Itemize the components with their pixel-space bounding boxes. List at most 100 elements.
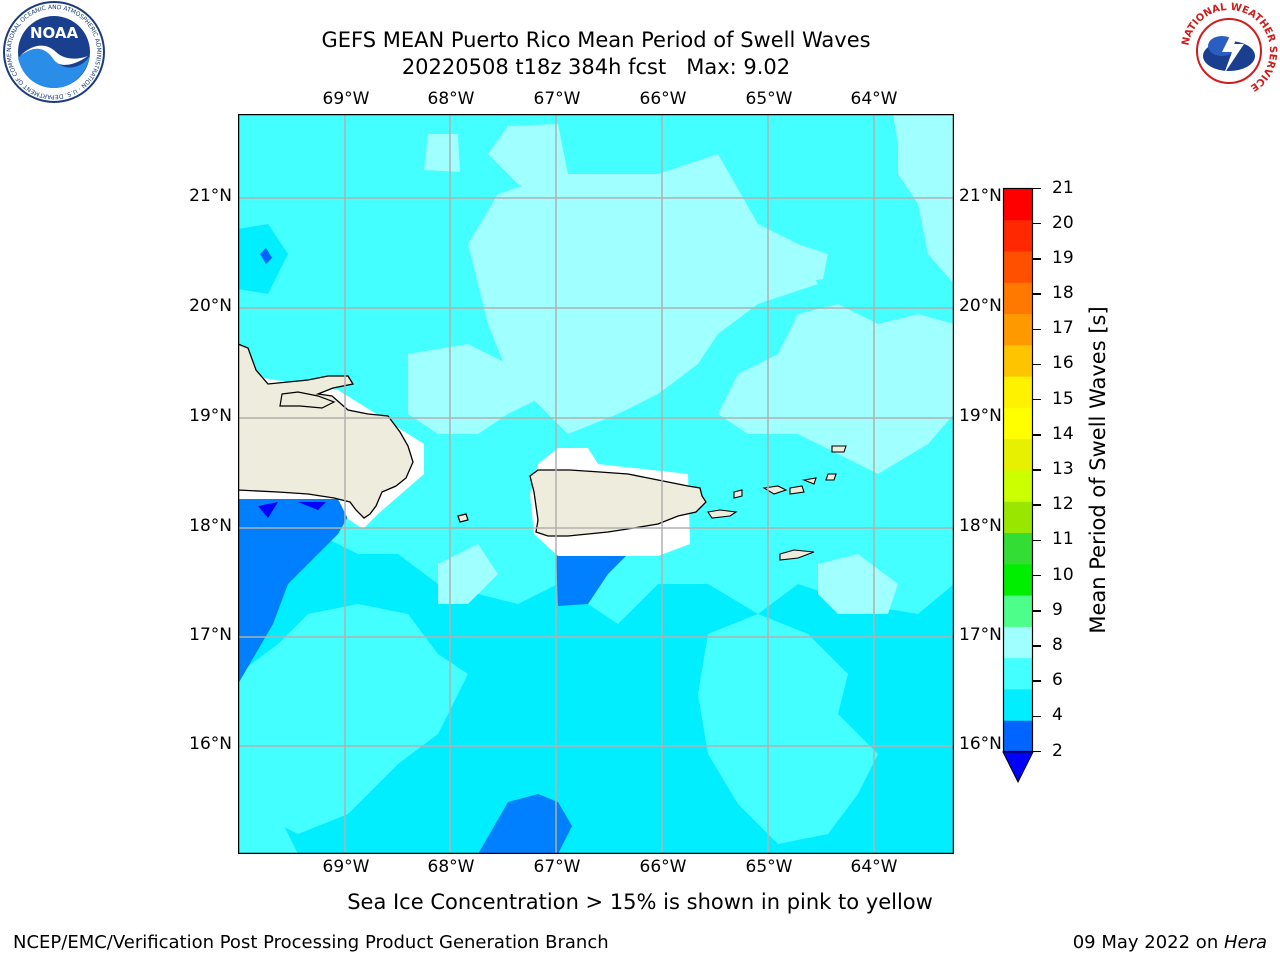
- colorbar-tick-label: 19: [1052, 247, 1074, 268]
- land-mona-island: [457, 513, 469, 523]
- lat-label-right: 16°N: [959, 734, 1002, 754]
- colorbar-tick-mark: [1033, 610, 1041, 612]
- colorbar-segment: [1003, 532, 1033, 565]
- colorbar-tick-label: 6: [1052, 670, 1063, 691]
- lat-label-left: 17°N: [189, 625, 232, 645]
- lat-label-left: 18°N: [189, 516, 232, 536]
- map-title-line2: 20220508 t18z 384h fcst Max: 9.02: [401, 55, 791, 79]
- colorbar-segment: [1003, 688, 1033, 721]
- colorbar-tick-label: 10: [1052, 564, 1074, 585]
- colorbar-tick-mark: [1033, 680, 1041, 682]
- nws-logo: NATIONAL WEATHER SERVICE: [1178, 0, 1280, 102]
- colorbar-segment: [1003, 438, 1033, 471]
- colorbar-segment: [1003, 219, 1033, 252]
- lon-label-bottom: 67°W: [533, 857, 581, 877]
- colorbar-tick-label: 21: [1052, 177, 1074, 198]
- ocean-dark-spot-2: [258, 502, 278, 518]
- colorbar-segment: [1003, 595, 1033, 627]
- map-gridlines: [238, 114, 954, 854]
- colorbar-tick-mark: [1033, 187, 1041, 190]
- colorbar-tick-label: 4: [1052, 705, 1063, 726]
- colorbar-segment: [1003, 251, 1033, 283]
- lon-label-bottom: 64°W: [850, 857, 898, 877]
- land-vieques: [707, 509, 738, 519]
- colorbar-tick-label: 11: [1052, 529, 1074, 550]
- colorbar-tick-mark: [1033, 645, 1041, 647]
- colorbar-tick-mark: [1033, 469, 1041, 471]
- noaa-logo: NATIONAL OCEANIC AND ATMOSPHERIC ADMINIS…: [0, 0, 106, 104]
- colorbar-segment: [1003, 657, 1033, 690]
- colorbar-tick-label: 15: [1052, 388, 1074, 409]
- lon-label-top: 67°W: [533, 89, 581, 109]
- colorbar-tick-label: 14: [1052, 423, 1074, 444]
- colorbar-segment: [1003, 470, 1033, 502]
- colorbar-segment: [1003, 313, 1033, 346]
- lon-label-bottom: 66°W: [639, 857, 687, 877]
- colorbar-tick-mark: [1033, 328, 1041, 330]
- colorbar-tick-mark: [1033, 715, 1041, 718]
- colorbar-segment: [1003, 720, 1033, 752]
- ocean-2-4-regions: [238, 499, 628, 854]
- svg-text:NOAA: NOAA: [30, 24, 79, 42]
- lon-label-top: 64°W: [850, 89, 898, 109]
- lat-label-right: 19°N: [959, 406, 1002, 426]
- colorbar: [1002, 187, 1034, 784]
- colorbar-tick-label: 20: [1052, 212, 1074, 233]
- ocean-dark-spot: [260, 248, 272, 264]
- lat-label-left: 19°N: [189, 406, 232, 426]
- lat-label-left: 20°N: [189, 296, 232, 316]
- lat-label-left: 21°N: [189, 186, 232, 206]
- colorbar-tick-label: 16: [1052, 353, 1074, 374]
- ocean-dark-spot-3: [298, 502, 326, 510]
- colorbar-segment: [1003, 626, 1033, 659]
- colorbar-tick-label: 9: [1052, 599, 1063, 620]
- colorbar-tick-mark: [1033, 574, 1041, 577]
- ocean-6-8-south-west: [238, 604, 468, 834]
- date-footer: 09 May 2022 on Hera: [1073, 932, 1267, 953]
- colorbar-tick-mark: [1033, 258, 1041, 260]
- lat-label-right: 18°N: [959, 516, 1002, 536]
- sea-ice-note: Sea Ice Concentration > 15% is shown in …: [347, 890, 933, 914]
- colorbar-segment: [1003, 563, 1033, 596]
- colorbar-segment: [1003, 501, 1033, 534]
- colorbar-tick-label: 12: [1052, 494, 1074, 515]
- colorbar-tick-mark: [1033, 504, 1041, 506]
- colorbar-tick-label: 17: [1052, 318, 1074, 339]
- lon-label-bottom: 69°W: [322, 857, 370, 877]
- map-title-line1: GEFS MEAN Puerto Rico Mean Period of Swe…: [321, 28, 871, 52]
- lon-label-bottom: 65°W: [745, 857, 793, 877]
- colorbar-tick-mark: [1033, 293, 1041, 295]
- colorbar-tick-label: 13: [1052, 459, 1074, 479]
- land-hispaniola: [238, 343, 414, 519]
- lon-label-bottom: 68°W: [427, 857, 475, 877]
- lat-label-right: 21°N: [959, 186, 1002, 206]
- ocean-6-8-southwest-edge: [238, 754, 298, 854]
- lat-label-left: 16°N: [189, 734, 232, 754]
- colorbar-tick-mark: [1033, 750, 1041, 753]
- lon-label-top: 69°W: [322, 89, 370, 109]
- colorbar-segment: [1003, 188, 1033, 221]
- date-text: 09 May 2022 on: [1072, 932, 1224, 953]
- map-plot-area: [238, 114, 954, 854]
- colorbar-extend-triangle: [1002, 751, 1034, 784]
- colorbar-frame: [1002, 187, 1034, 753]
- land-virgin-islands: [762, 445, 847, 561]
- colorbar-tick-mark: [1033, 539, 1041, 542]
- colorbar-segment: [1003, 407, 1033, 440]
- lon-label-top: 68°W: [427, 89, 475, 109]
- colorbar-label: Mean Period of Swell Waves [s]: [1086, 306, 1110, 634]
- colorbar-tick-label: 8: [1052, 634, 1063, 655]
- lon-label-top: 65°W: [745, 89, 793, 109]
- colorbar-tick-label: 2: [1052, 740, 1063, 761]
- colorbar-tick-label: 18: [1052, 283, 1074, 304]
- map-frame: [238, 114, 954, 854]
- colorbar-tick-mark: [1033, 363, 1041, 366]
- machine-name: Hera: [1223, 932, 1267, 953]
- lat-label-right: 20°N: [959, 296, 1002, 316]
- land-culebra: [733, 489, 743, 499]
- colorbar-segment: [1003, 344, 1033, 377]
- colorbar-tick-mark: [1033, 434, 1041, 436]
- lon-label-top: 66°W: [639, 89, 687, 109]
- colorbar-segment: [1003, 376, 1033, 408]
- colorbar-segment: [1003, 282, 1033, 315]
